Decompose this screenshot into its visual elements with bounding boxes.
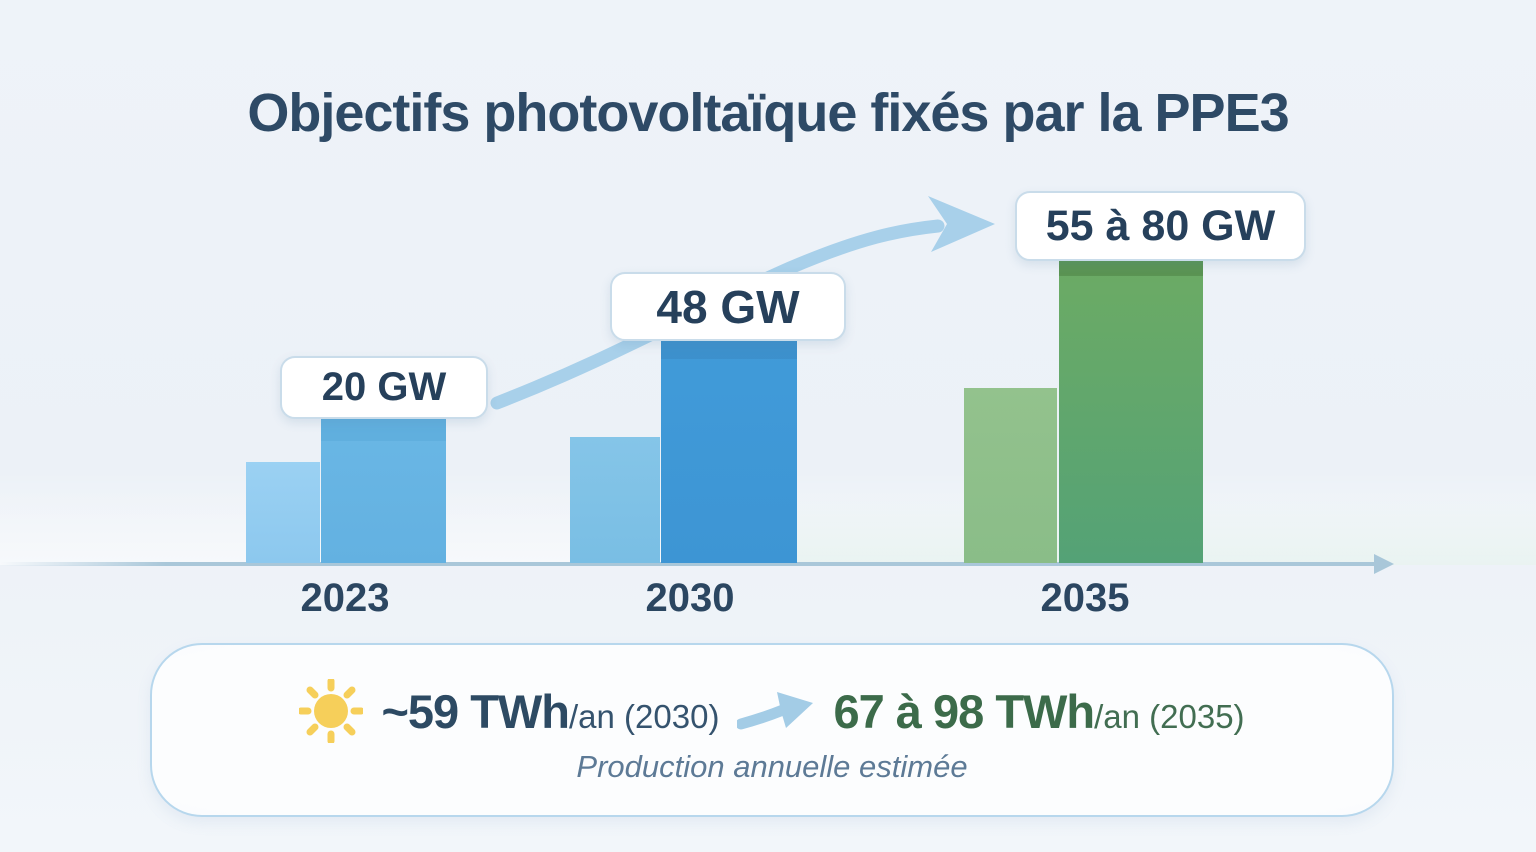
production-note: Production annuelle estimée [576, 749, 968, 784]
bar-2035-secondary [964, 388, 1057, 563]
value-label-2023: 20 GW [321, 365, 447, 409]
bar-2023-main [321, 415, 446, 563]
bar-2035-main [1059, 259, 1203, 563]
trend-arrow-icon [737, 692, 814, 730]
production-2030: ~59 TWh /an (2030) [381, 684, 719, 739]
value-badge-2035: 55 à 80 GW [1015, 191, 1306, 261]
value-badge-2030: 48 GW [610, 272, 846, 341]
year-label-2030: 2030 [645, 576, 735, 620]
production-2035-unit: /an (2035) [1094, 697, 1245, 735]
year-label-2023: 2023 [300, 576, 390, 620]
production-2030-value: ~59 TWh [381, 684, 570, 738]
production-2035: 67 à 98 TWh /an (2035) [833, 684, 1244, 739]
bar-2030-secondary [570, 437, 660, 563]
value-badge-2023: 20 GW [280, 356, 488, 419]
production-2030-unit: /an (2030) [569, 697, 720, 735]
production-2035-value: 67 à 98 TWh [833, 684, 1095, 738]
year-label-2035: 2035 [1040, 576, 1130, 620]
page-title: Objectifs photovoltaïque fixés par la PP… [247, 83, 1289, 143]
production-row: ~59 TWh /an (2030) 67 à 98 TWh /an (2035… [152, 679, 1392, 743]
bar-2023-secondary [246, 462, 320, 563]
value-label-2030: 48 GW [656, 280, 800, 333]
summary-panel: ~59 TWh /an (2030) 67 à 98 TWh /an (2035… [150, 643, 1394, 817]
bar-2030-main [661, 337, 797, 563]
value-label-2035: 55 à 80 GW [1045, 201, 1276, 250]
sun-icon [299, 679, 364, 743]
axis-arrowhead-icon [1374, 554, 1394, 574]
x-axis-line [0, 562, 1378, 566]
